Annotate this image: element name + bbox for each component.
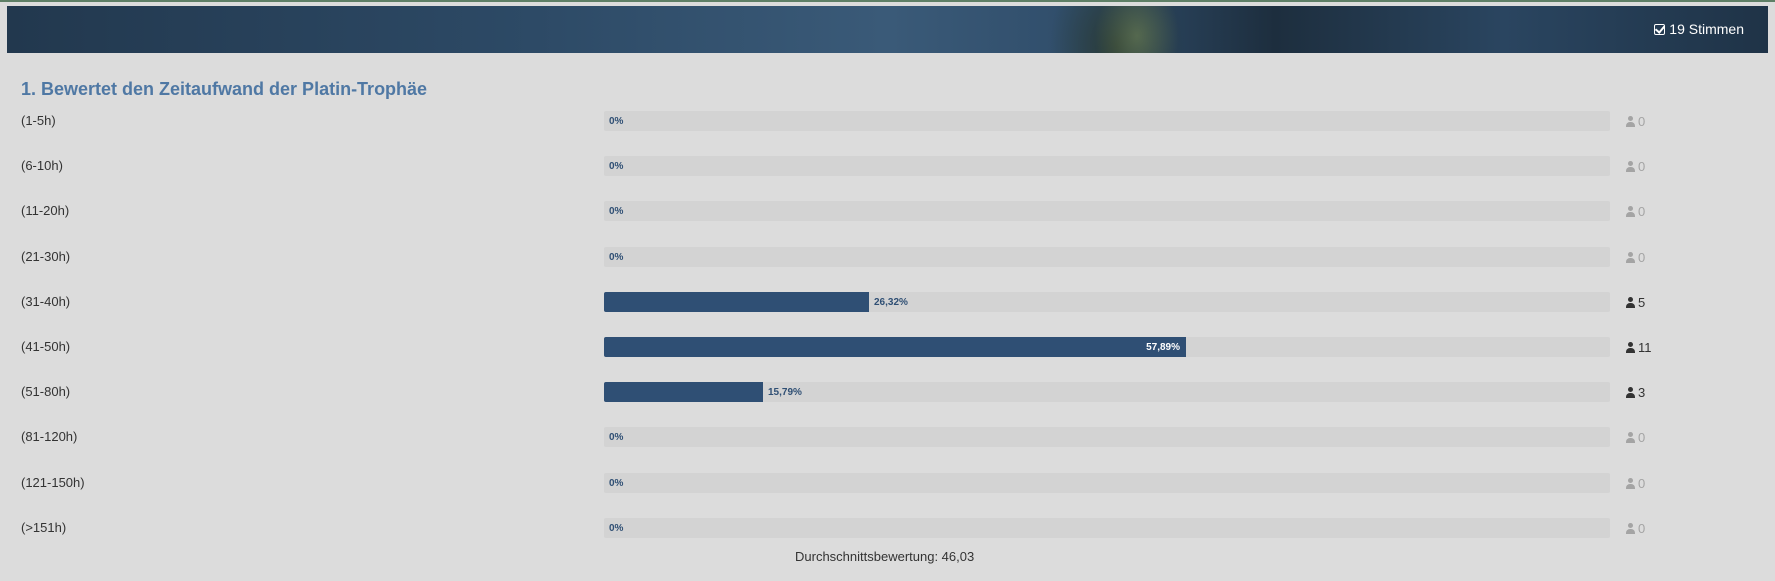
poll-option-vote-count: 0 — [1626, 521, 1645, 536]
poll-option-label: (81-120h) — [21, 429, 78, 444]
top-accent-line — [0, 0, 1775, 6]
poll-option-vote-count-value: 0 — [1638, 521, 1646, 536]
poll-option-label: (21-30h) — [21, 249, 71, 264]
poll-option-row: (51-80h) 15,79% 3 — [0, 380, 1775, 404]
poll-option-label: (121-150h) — [21, 475, 85, 490]
user-icon — [1626, 523, 1635, 534]
poll-option-vote-count: 5 — [1626, 295, 1645, 310]
poll-option-label: (11-20h) — [21, 203, 70, 218]
poll-option-percent: 0% — [609, 116, 624, 127]
poll-option-vote-count: 0 — [1626, 159, 1645, 174]
votes-total: 19 Stimmen — [1654, 21, 1744, 37]
poll-option-row: (21-30h) 0% 0 — [0, 245, 1775, 269]
user-icon — [1626, 116, 1635, 127]
poll-option-row: (11-20h) 0% 0 — [0, 199, 1775, 223]
poll-option-percent: 0% — [609, 523, 624, 534]
average-rating-label: Durchschnittsbewertung: 46,03 — [795, 549, 975, 564]
poll-option-label: (31-40h) — [21, 294, 71, 309]
poll-option-row: (>151h) 0% 0 — [0, 516, 1775, 540]
user-icon — [1626, 297, 1635, 308]
poll-option-bar-track: 0% — [604, 518, 1610, 538]
poll-option-row: (6-10h) 0% 0 — [0, 154, 1775, 178]
poll-option-row: (121-150h) 0% 0 — [0, 471, 1775, 495]
poll-option-bar-track: 0% — [604, 247, 1610, 267]
user-icon — [1626, 252, 1635, 263]
poll-question-title: 1. Bewertet den Zeitaufwand der Platin-T… — [21, 79, 428, 99]
poll-option-percent: 0% — [609, 478, 624, 489]
poll-option-percent: 0% — [609, 252, 624, 263]
user-icon — [1626, 161, 1635, 172]
poll-option-label: (1-5h) — [21, 113, 56, 128]
poll-header-banner: 19 Stimmen — [7, 6, 1768, 53]
poll-option-bar-track: 0% — [604, 156, 1610, 176]
poll-option-vote-count: 0 — [1626, 114, 1645, 129]
poll-option-vote-count-value: 0 — [1638, 476, 1646, 491]
poll-option-row: (81-120h) 0% 0 — [0, 425, 1775, 449]
poll-option-bar-fill — [604, 382, 763, 402]
user-icon — [1626, 478, 1635, 489]
poll-option-vote-count-value: 5 — [1638, 295, 1646, 310]
poll-option-vote-count: 0 — [1626, 476, 1645, 491]
poll-option-bar-track: 0% — [604, 473, 1610, 493]
votes-total-label: 19 Stimmen — [1669, 21, 1744, 37]
poll-option-bar-track: 0% — [604, 427, 1610, 447]
poll-option-bar-track: 0% — [604, 201, 1610, 221]
poll-option-percent: 57,89% — [1146, 342, 1180, 353]
poll-option-label: (>151h) — [21, 520, 67, 535]
poll-option-percent: 0% — [609, 161, 624, 172]
poll-option-vote-count-value: 0 — [1638, 114, 1646, 129]
poll-option-bar-track: 26,32% — [604, 292, 1610, 312]
poll-option-row: (41-50h) 57,89% 11 — [0, 335, 1775, 359]
user-icon — [1626, 342, 1635, 353]
check-square-icon — [1654, 23, 1666, 35]
poll-option-vote-count-value: 3 — [1638, 385, 1646, 400]
user-icon — [1626, 432, 1635, 443]
poll-option-vote-count: 3 — [1626, 385, 1645, 400]
poll-option-vote-count-value: 0 — [1638, 250, 1646, 265]
poll-option-vote-count-value: 0 — [1638, 204, 1646, 219]
poll-option-vote-count-value: 0 — [1638, 430, 1646, 445]
poll-option-bar-fill — [604, 337, 1186, 357]
poll-option-percent: 26,32% — [874, 297, 908, 308]
poll-option-vote-count: 0 — [1626, 250, 1645, 265]
poll-option-bar-track: 0% — [604, 111, 1610, 131]
poll-option-bar-track: 15,79% — [604, 382, 1610, 402]
poll-option-vote-count-value: 11 — [1638, 340, 1652, 355]
poll-option-label: (6-10h) — [21, 158, 63, 173]
poll-option-bar-fill — [604, 292, 869, 312]
poll-option-percent: 0% — [609, 206, 624, 217]
poll-option-vote-count-value: 0 — [1638, 159, 1646, 174]
poll-option-row: (31-40h) 26,32% 5 — [0, 290, 1775, 314]
poll-option-label: (51-80h) — [21, 384, 71, 399]
poll-option-label: (41-50h) — [21, 339, 71, 354]
user-icon — [1626, 387, 1635, 398]
poll-option-vote-count: 11 — [1626, 340, 1652, 355]
poll-option-bar-track: 57,89% — [604, 337, 1610, 357]
poll-option-vote-count: 0 — [1626, 204, 1645, 219]
user-icon — [1626, 206, 1635, 217]
poll-option-percent: 0% — [609, 432, 624, 443]
poll-option-vote-count: 0 — [1626, 430, 1645, 445]
poll-option-percent: 15,79% — [768, 387, 802, 398]
poll-option-row: (1-5h) 0% 0 — [0, 109, 1775, 133]
